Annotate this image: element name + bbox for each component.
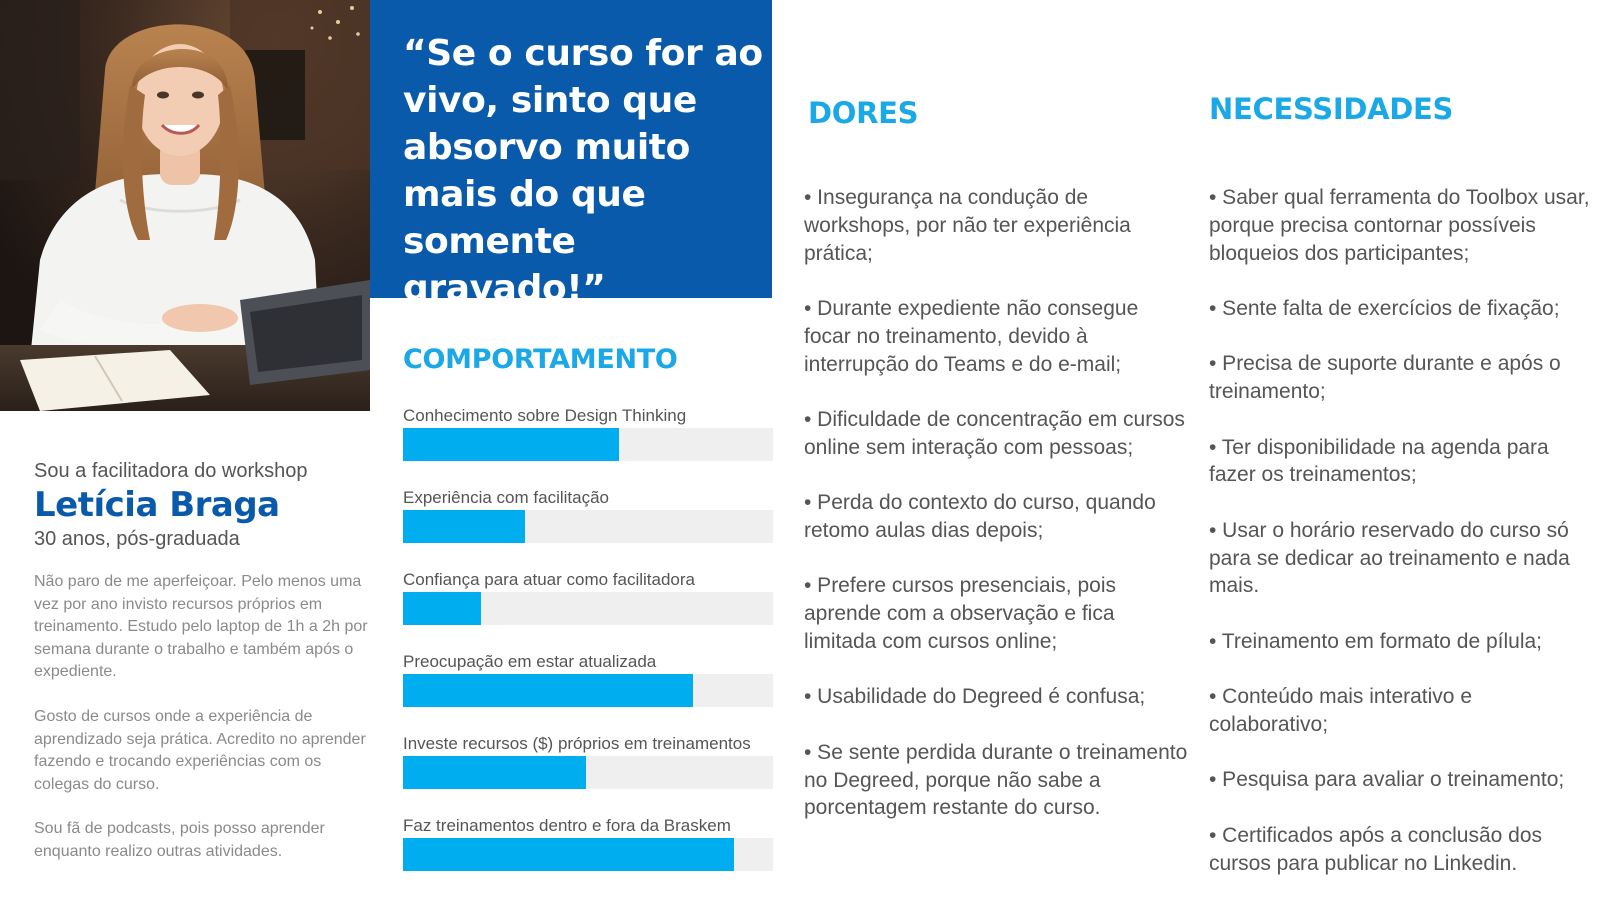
- metric-bar-fill: [403, 510, 526, 543]
- pain-item: • Usabilidade do Degreed é confusa;: [804, 685, 1146, 709]
- metric-bar-fill: [403, 674, 694, 707]
- profile-section: Sou a facilitadora do workshop Letícia B…: [34, 458, 370, 886]
- metric-label: Investe recursos ($) próprios em treinam…: [403, 734, 751, 753]
- metric-bar-track: [403, 428, 773, 461]
- persona-subtitle: 30 anos, pós-graduada: [34, 528, 240, 550]
- metric-label: Preocupação em estar atualizada: [403, 652, 657, 671]
- need-item: • Certificados após a conclusão dos curs…: [1209, 823, 1543, 875]
- metric-label: Confiança para atuar como facilitadora: [403, 570, 695, 589]
- metric-design-thinking: Conhecimento sobre Design Thinking: [403, 404, 773, 461]
- needs-list: • Saber qual ferramenta do Toolbox usar,…: [1209, 184, 1594, 900]
- metric-own-investment: Investe recursos ($) próprios em treinam…: [403, 732, 773, 789]
- metric-bar-track: [403, 592, 773, 625]
- pain-item: • Durante expediente não consegue focar …: [804, 296, 1139, 376]
- pain-item: • Dificuldade de concentração em cursos …: [804, 407, 1185, 459]
- metric-bar-fill: [403, 428, 620, 461]
- persona-quote: “Se o curso for ao vivo, sinto que absor…: [403, 33, 763, 309]
- bio-paragraph: Sou fã de podcasts, pois posso aprender …: [34, 820, 325, 860]
- metric-bar-track: [403, 756, 773, 789]
- need-item: • Pesquisa para avaliar o treinamento;: [1209, 768, 1565, 792]
- metric-bar-track: [403, 510, 773, 543]
- metric-bar-fill: [403, 838, 735, 871]
- pain-item: • Se sente perdida durante o treinamento…: [804, 740, 1188, 820]
- needs-title: NECESSIDADES: [1209, 92, 1454, 126]
- pain-item: • Insegurança na condução de workshops, …: [804, 186, 1131, 265]
- metric-trainings-inside-outside: Faz treinamentos dentro e fora da Braske…: [403, 814, 773, 871]
- metric-bar-fill: [403, 592, 481, 625]
- metric-bar-track: [403, 838, 773, 871]
- persona-photo: [0, 0, 370, 411]
- profile-intro: Sou a facilitadora do workshop: [34, 460, 308, 482]
- bio-paragraph: Não paro de me aperfeiçoar. Pelo menos u…: [34, 573, 368, 681]
- metric-bar-fill: [403, 756, 587, 789]
- metric-label: Conhecimento sobre Design Thinking: [403, 406, 687, 425]
- metric-facilitation-experience: Experiência com facilitação: [403, 486, 773, 543]
- need-item: • Precisa de suporte durante e após o tr…: [1209, 352, 1561, 404]
- metric-facilitator-confidence: Confiança para atuar como facilitadora: [403, 568, 773, 625]
- metric-stay-updated: Preocupação em estar atualizada: [403, 650, 773, 707]
- need-item: • Treinamento em formato de pílula;: [1209, 629, 1543, 653]
- need-item: • Conteúdo mais interativo e colaborativ…: [1209, 685, 1472, 736]
- pain-item: • Prefere cursos presenciais, pois apren…: [804, 574, 1116, 653]
- metric-label: Experiência com facilitação: [403, 488, 609, 507]
- metric-label: Faz treinamentos dentro e fora da Braske…: [403, 816, 731, 835]
- need-item: • Sente falta de exercícios de fixação;: [1209, 296, 1560, 320]
- behavior-title: COMPORTAMENTO: [403, 344, 678, 375]
- pain-item: • Perda do contexto do curso, quando ret…: [804, 491, 1156, 542]
- need-item: • Ter disponibilidade na agenda para faz…: [1209, 435, 1549, 487]
- need-item: • Usar o horário reservado do curso só p…: [1209, 518, 1570, 598]
- metric-bar-track: [403, 674, 773, 707]
- persona-name: Letícia Braga: [34, 485, 280, 525]
- pains-list: • Insegurança na condução de workshops, …: [804, 184, 1189, 850]
- quote-box: “Se o curso for ao vivo, sinto que absor…: [370, 0, 772, 309]
- persona-bio: Não paro de me aperfeiçoar. Pelo menos u…: [34, 571, 370, 864]
- pains-title: DORES: [808, 96, 919, 130]
- need-item: • Saber qual ferramenta do Toolbox usar,…: [1209, 186, 1590, 265]
- bio-paragraph: Gosto de cursos onde a experiência de ap…: [34, 707, 366, 793]
